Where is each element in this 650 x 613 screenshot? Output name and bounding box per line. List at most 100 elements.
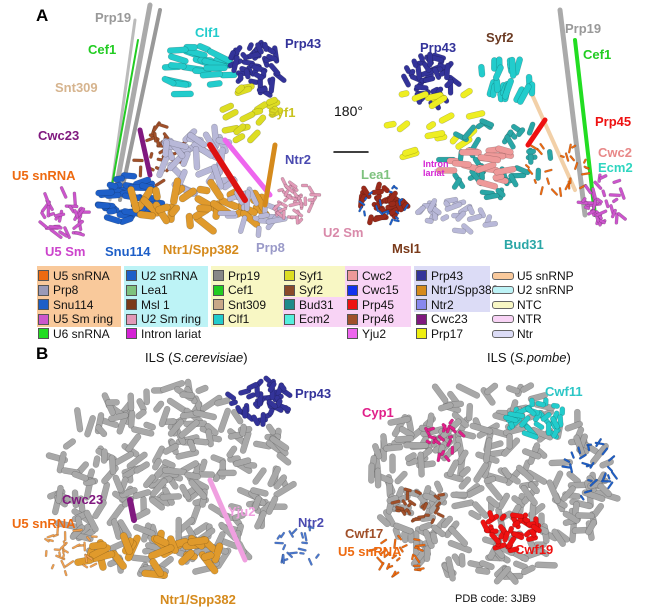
helix-cylinder: [267, 407, 275, 416]
helix-cylinder: [563, 458, 571, 463]
legend-swatch-icon: [284, 284, 295, 296]
helix-cylinder: [55, 484, 64, 504]
helix-cylinder: [211, 163, 225, 190]
legend-swatch-icon: [416, 328, 427, 339]
helix-cylinder: [84, 554, 88, 564]
helix-cylinder: [438, 112, 455, 124]
helix-cylinder: [570, 451, 575, 459]
legend-label: Ntr1/Spp382: [431, 283, 499, 297]
helix-cylinder: [520, 484, 538, 507]
helix-cylinder: [376, 556, 385, 566]
helix-cylinder: [433, 480, 444, 494]
helix-cylinder: [222, 137, 273, 198]
helix-cylinder: [230, 408, 244, 425]
helix-cylinder: [231, 54, 240, 74]
helix-cylinder: [580, 172, 591, 176]
helix-cylinder: [426, 121, 437, 131]
helix-cylinder: [557, 7, 588, 218]
helix-cylinder: [413, 554, 421, 564]
legend-swatch-icon: [347, 328, 358, 339]
helix-cylinder: [368, 547, 378, 553]
protein-label-u5-snrna: U5 snRNA: [12, 516, 76, 531]
helix-cylinder: [451, 227, 467, 235]
helix-cylinder: [71, 543, 81, 550]
helix-cylinder: [539, 142, 545, 150]
legend-item: Ntr: [492, 326, 533, 341]
protein-label-ntr2: Ntr2: [298, 515, 325, 530]
helix-cylinder: [168, 204, 181, 217]
helix-cylinder: [478, 63, 486, 78]
helix-cylinder: [200, 394, 223, 412]
helix-cylinder: [597, 482, 612, 498]
helix-cylinder: [585, 519, 598, 536]
legend-item: Cwc23: [416, 312, 468, 327]
helix-cylinder: [100, 448, 108, 464]
helix-cylinder: [467, 205, 475, 216]
helix-cylinder: [441, 422, 448, 431]
helix-cylinder: [136, 210, 157, 220]
legend-label: Prp46: [362, 312, 395, 326]
helix-cylinder: [50, 563, 55, 570]
helix-cylinder: [587, 209, 596, 216]
helix-cylinder: [388, 190, 393, 194]
protein-label-prp43: Prp43: [285, 36, 322, 51]
legend-swatch-icon: [213, 270, 224, 281]
helix-cylinder: [62, 540, 67, 546]
helix-cylinder: [269, 105, 279, 116]
legend-swatch-icon: [347, 313, 358, 325]
legend-item: U5 snRNP: [492, 268, 574, 283]
helix-cylinder: [520, 382, 535, 393]
helix-cylinder: [482, 220, 499, 228]
helix-cylinder: [260, 411, 267, 428]
helix-cylinder: [550, 402, 560, 409]
helix-cylinder: [458, 149, 482, 156]
helix-cylinder: [378, 561, 385, 571]
helix-cylinder: [255, 114, 267, 126]
legend-label: NTR: [517, 312, 542, 326]
helix-cylinder: [410, 553, 415, 561]
helix-cylinder: [546, 479, 561, 504]
helix-cylinder: [444, 78, 454, 89]
helix-cylinder: [63, 569, 68, 577]
helix-cylinder: [178, 419, 200, 439]
helix-cylinder: [530, 524, 542, 534]
helix-cylinder: [525, 405, 537, 417]
helix-cylinder: [200, 551, 215, 561]
helix-cylinder: [587, 445, 591, 452]
helix-cylinder: [524, 163, 530, 169]
protein-label-cwf17: Cwf17: [345, 526, 384, 541]
helix-cylinder: [279, 531, 286, 539]
helix-cylinder: [401, 499, 408, 506]
helix-cylinder: [413, 538, 421, 542]
helix-cylinder: [506, 433, 513, 450]
helix-cylinder: [95, 188, 115, 197]
helix-cylinder: [476, 178, 499, 190]
helix-cylinder: [489, 532, 501, 545]
helix-cylinder: [372, 213, 388, 223]
legend-swatch-icon: [284, 299, 295, 310]
helix-cylinder: [396, 120, 411, 133]
legend-label: U5 Sm ring: [53, 312, 114, 326]
helix-cylinder: [411, 58, 419, 68]
helix-cylinder: [427, 198, 438, 213]
helix-cylinder: [362, 210, 367, 217]
helix-cylinder: [120, 172, 138, 180]
helix-cylinder: [162, 443, 179, 455]
helix-cylinder: [292, 208, 304, 218]
helix-cylinder: [143, 474, 156, 489]
helix-cylinder: [386, 190, 398, 204]
helix-cylinder: [394, 215, 400, 220]
helix-cylinder: [199, 70, 224, 79]
helix-cylinder: [387, 415, 411, 426]
helix-cylinder: [83, 509, 99, 533]
helix-cylinder: [73, 407, 84, 433]
legend-swatch-icon: [213, 284, 224, 296]
legend-swatch-icon: [213, 299, 224, 310]
helix-cylinder: [546, 148, 554, 161]
helix-cylinder: [479, 118, 495, 128]
helix-cylinder: [532, 411, 542, 423]
protein-label-cwf11: Cwf11: [545, 384, 583, 399]
helix-cylinder: [388, 200, 397, 207]
legend-group-u5-snrnp: [37, 266, 121, 327]
legend-item: Cef1: [213, 283, 253, 298]
